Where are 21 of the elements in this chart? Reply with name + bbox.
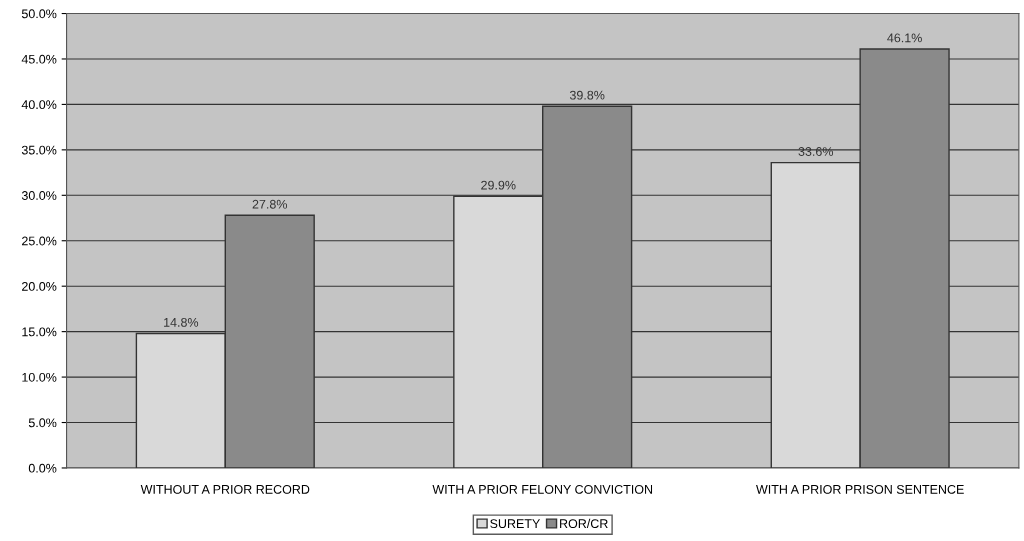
- x-tick-label: WITH A PRIOR PRISON SENTENCE: [756, 484, 964, 494]
- data-label: 27.8%: [252, 199, 287, 209]
- y-tick-label: 25.0%: [22, 236, 57, 246]
- data-label: 29.9%: [481, 180, 516, 190]
- data-label: 46.1%: [887, 33, 922, 43]
- y-tick-label: 30.0%: [21, 191, 57, 200]
- data-label: 14.8%: [164, 317, 199, 327]
- legend-label: ROR/CR: [560, 518, 608, 529]
- y-tick-label: 20.0%: [22, 281, 57, 291]
- y-tick-label: 15.0%: [22, 327, 57, 337]
- y-tick-label: 0.0%: [28, 463, 57, 473]
- x-tick-label: WITH A PRIOR FELONY CONVICTION: [432, 484, 653, 494]
- x-tick-label: WITHOUT A PRIOR RECORD: [140, 484, 310, 494]
- y-tick-label: 45.0%: [21, 54, 57, 64]
- y-tick-label: 40.0%: [21, 100, 57, 110]
- y-tick-label: 5.0%: [28, 418, 57, 428]
- y-tick-label: 10.0%: [22, 372, 57, 382]
- legend-label: SURETY: [490, 519, 541, 529]
- y-tick-label: 35.0%: [21, 145, 57, 155]
- y-tick-label: 50.0%: [21, 9, 57, 19]
- data-label: 39.8%: [569, 90, 605, 100]
